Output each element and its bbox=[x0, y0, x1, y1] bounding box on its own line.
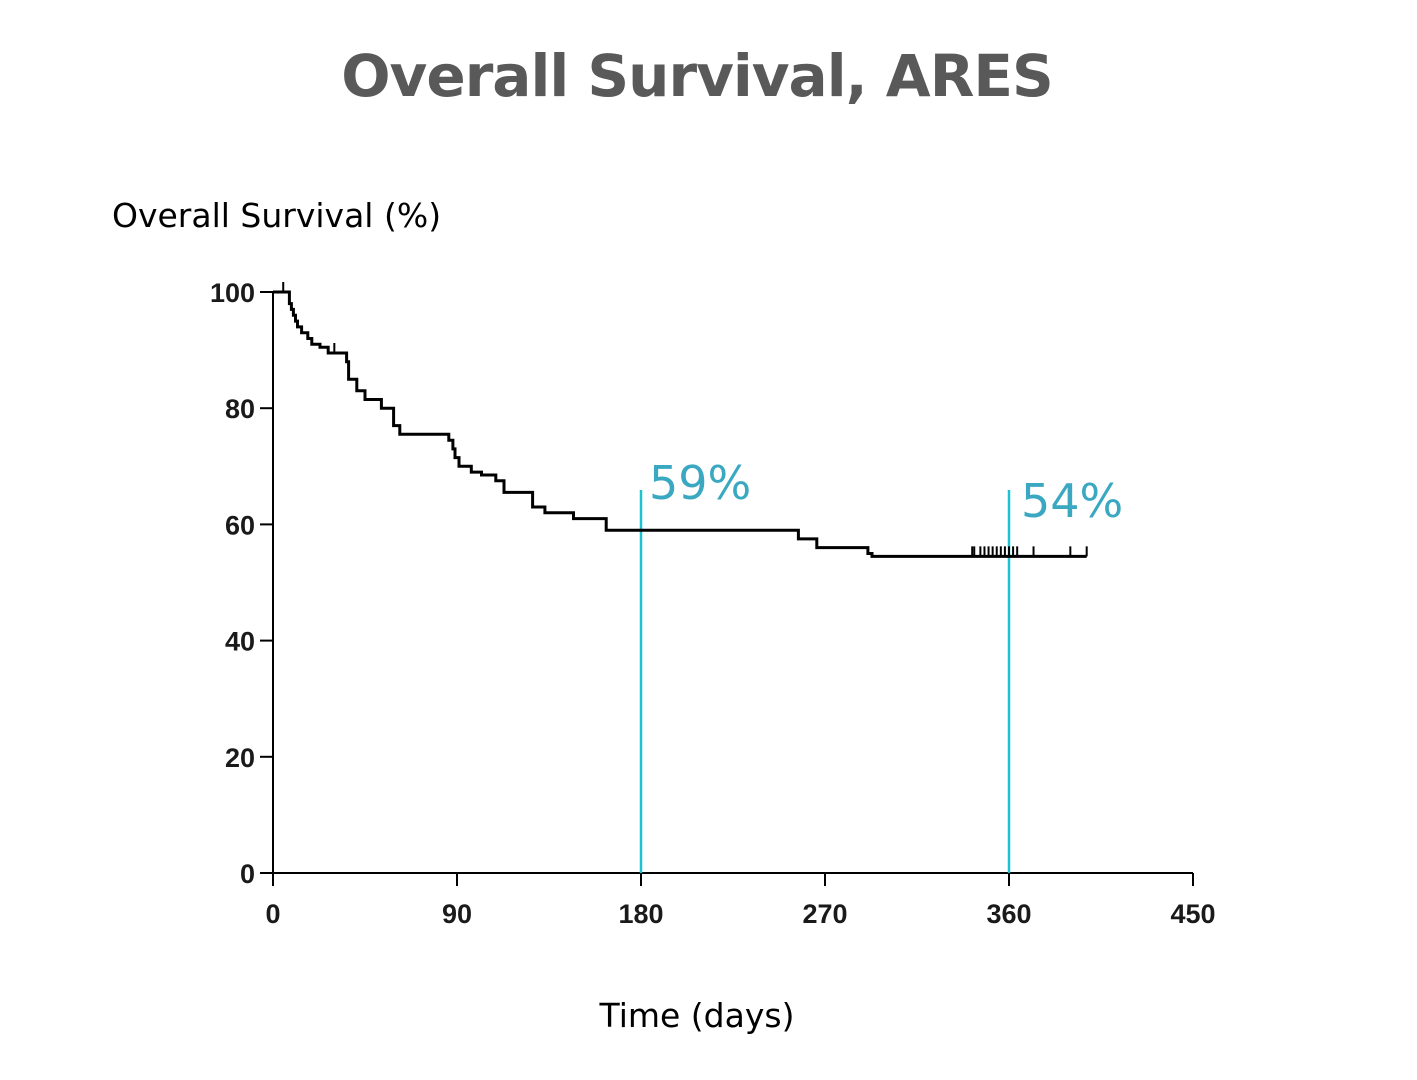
x-tick-label: 180 bbox=[618, 899, 663, 929]
y-tick-label: 100 bbox=[210, 278, 255, 308]
survival-curve bbox=[273, 290, 1087, 558]
x-tick-label: 270 bbox=[802, 899, 847, 929]
chart-title: Overall Survival, ARES bbox=[341, 42, 1054, 110]
landmark-label: 59% bbox=[649, 456, 751, 510]
x-tick-label: 360 bbox=[986, 899, 1031, 929]
y-tick-label: 0 bbox=[240, 859, 255, 889]
x-tick-label: 90 bbox=[442, 899, 472, 929]
y-tick-label: 80 bbox=[225, 394, 255, 424]
y-axis-label: Overall Survival (%) bbox=[112, 196, 442, 235]
x-tick-label: 450 bbox=[1170, 899, 1215, 929]
y-tick-label: 60 bbox=[225, 510, 255, 540]
landmark-label: 54% bbox=[1021, 474, 1123, 528]
x-axis-label: Time (days) bbox=[599, 996, 795, 1035]
reference-markers: 59% 54% bbox=[639, 456, 1123, 873]
axes: 0 20 40 60 80 100 0 90 180 270 360 450 bbox=[210, 278, 1216, 929]
x-tick-label: 0 bbox=[265, 899, 280, 929]
survival-curve-layer bbox=[273, 282, 1088, 558]
y-tick-label: 40 bbox=[225, 627, 255, 657]
y-tick-label: 20 bbox=[225, 743, 255, 773]
